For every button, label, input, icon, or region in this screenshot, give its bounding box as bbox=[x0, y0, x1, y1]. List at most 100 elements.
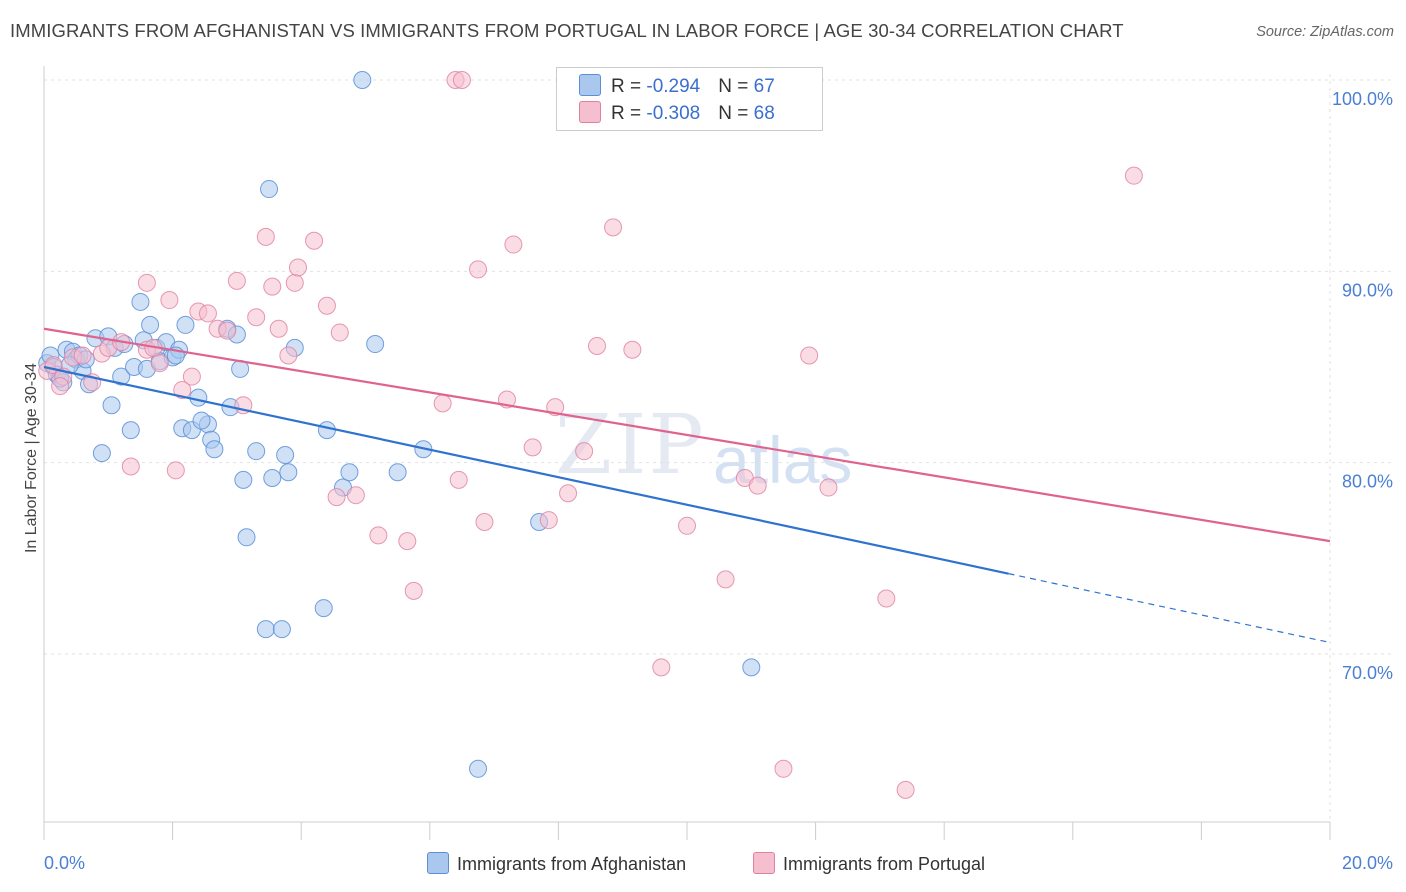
portugal-point bbox=[369, 526, 388, 545]
legend-stats: R = -0.294 N = 67 R = -0.308 N = 68 bbox=[556, 67, 823, 131]
afghanistan-point bbox=[340, 463, 359, 482]
legend-label-portugal: Immigrants from Portugal bbox=[783, 854, 986, 874]
legend-series: Immigrants from Afghanistan Immigrants f… bbox=[0, 852, 1406, 878]
portugal-point bbox=[604, 218, 623, 237]
n-value: 67 bbox=[753, 76, 775, 97]
afghanistan-point bbox=[388, 463, 407, 482]
portugal-point bbox=[269, 319, 288, 338]
r-value: -0.308 bbox=[646, 103, 701, 124]
afghanistan-point bbox=[314, 599, 333, 618]
series-portugal-points bbox=[38, 71, 1143, 799]
portugal-point bbox=[227, 271, 246, 290]
portugal-point bbox=[800, 346, 819, 365]
y-axis-label: In Labor Force | Age 30-34 bbox=[23, 363, 40, 553]
portugal-trend-line bbox=[43, 327, 1331, 543]
portugal-point bbox=[587, 336, 606, 355]
portugal-point bbox=[819, 478, 838, 497]
portugal-point bbox=[166, 461, 185, 480]
portugal-point bbox=[504, 235, 523, 254]
afghanistan-point bbox=[141, 315, 160, 334]
afghanistan-point bbox=[189, 388, 208, 407]
x-tick-label: 0.0% bbox=[44, 853, 85, 873]
afghanistan-point bbox=[263, 468, 282, 487]
afghanistan-point bbox=[192, 411, 211, 430]
portugal-point bbox=[539, 511, 558, 530]
legend-label-afghanistan: Immigrants from Afghanistan bbox=[457, 854, 687, 874]
legend-row-portugal: R = -0.308 N = 68 bbox=[579, 101, 775, 127]
portugal-point bbox=[256, 227, 275, 246]
portugal-point bbox=[288, 258, 307, 277]
portugal-point bbox=[404, 581, 423, 600]
y-tick-label: 90.0% bbox=[1342, 280, 1393, 300]
portugal-point bbox=[877, 589, 896, 608]
afghanistan-point bbox=[121, 421, 140, 440]
portugal-point bbox=[398, 532, 417, 551]
afghanistan-point bbox=[272, 620, 291, 639]
portugal-point bbox=[678, 516, 696, 535]
series-afghanistan-points bbox=[38, 71, 761, 778]
portugal-point bbox=[652, 658, 671, 677]
portugal-point bbox=[1124, 166, 1143, 185]
afghanistan-point bbox=[469, 759, 488, 778]
portugal-point bbox=[452, 71, 471, 89]
portugal-swatch bbox=[753, 852, 775, 874]
portugal-point bbox=[263, 277, 282, 296]
portugal-point bbox=[623, 340, 642, 359]
portugal-point bbox=[433, 394, 452, 413]
legend-row-afghanistan: R = -0.294 N = 67 bbox=[579, 74, 775, 100]
afghanistan-point bbox=[260, 180, 279, 199]
portugal-point bbox=[51, 377, 70, 396]
grid bbox=[44, 74, 1394, 822]
r-label: R = bbox=[611, 103, 647, 124]
portugal-point bbox=[523, 438, 542, 457]
y-tick-label: 100.0% bbox=[1332, 89, 1393, 109]
r-value: -0.294 bbox=[646, 76, 701, 97]
portugal-point bbox=[182, 367, 201, 386]
portugal-point bbox=[475, 512, 494, 531]
portugal-point bbox=[160, 291, 179, 310]
portugal-point bbox=[73, 346, 92, 365]
n-label: N = bbox=[718, 103, 754, 124]
axes bbox=[43, 66, 1331, 840]
portugal-point bbox=[327, 488, 346, 507]
portugal-point bbox=[198, 304, 217, 323]
portugal-point bbox=[774, 759, 793, 778]
x-tick-label: 20.0% bbox=[1342, 853, 1393, 873]
portugal-point bbox=[247, 308, 266, 327]
portugal-point bbox=[716, 570, 735, 589]
afghanistan-trend-line bbox=[43, 365, 1009, 575]
portugal-point bbox=[279, 346, 298, 365]
portugal-point bbox=[305, 231, 324, 250]
afghanistan-point bbox=[102, 396, 121, 415]
legend-item-portugal: Immigrants from Portugal bbox=[753, 852, 985, 875]
afghanistan-point bbox=[742, 658, 761, 677]
afghanistan-point bbox=[279, 463, 298, 482]
portugal-point bbox=[121, 457, 140, 476]
y-tick-label: 70.0% bbox=[1342, 663, 1393, 683]
portugal-point bbox=[150, 354, 169, 373]
afghanistan-point bbox=[256, 620, 275, 639]
portugal-point bbox=[469, 260, 488, 279]
legend-item-afghanistan: Immigrants from Afghanistan bbox=[427, 852, 686, 875]
portugal-point bbox=[346, 486, 365, 505]
afghanistan-point bbox=[205, 440, 224, 459]
afghanistan-point bbox=[247, 442, 266, 461]
afghanistan-point bbox=[131, 292, 150, 311]
afghanistan-point bbox=[92, 444, 111, 463]
afghanistan-point bbox=[366, 335, 385, 354]
afghanistan-point bbox=[176, 315, 195, 334]
trend-lines bbox=[43, 327, 1331, 644]
r-label: R = bbox=[611, 76, 647, 97]
portugal-point bbox=[575, 442, 594, 461]
afghanistan-swatch bbox=[427, 852, 449, 874]
portugal-point bbox=[285, 273, 304, 292]
portugal-point bbox=[449, 470, 468, 489]
portugal-point bbox=[137, 273, 156, 292]
portugal-point bbox=[559, 484, 578, 503]
y-tick-label: 80.0% bbox=[1342, 472, 1393, 492]
portugal-point bbox=[173, 380, 192, 399]
portugal-point bbox=[218, 321, 237, 340]
afghanistan-point bbox=[234, 470, 253, 489]
tick-labels: 70.0% 80.0% 90.0% 100.0% 0.0% 20.0% bbox=[44, 89, 1393, 873]
